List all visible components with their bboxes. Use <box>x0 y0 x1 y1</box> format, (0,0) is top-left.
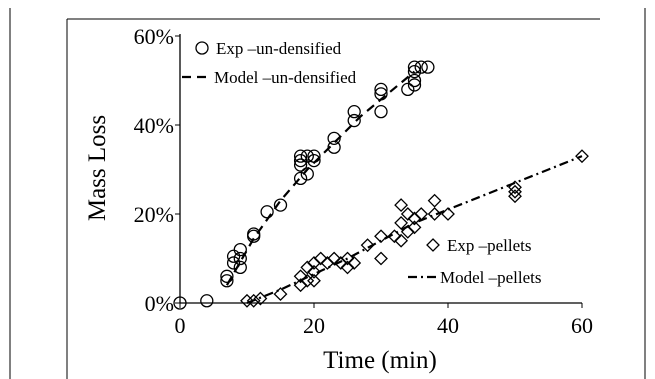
x-tick-label: 60 <box>571 313 593 338</box>
legend-label: Exp –un-densified <box>216 39 342 58</box>
circle-point <box>260 205 274 219</box>
circle-point <box>173 296 187 310</box>
diamond-point <box>427 207 442 221</box>
x-axis-title: Time (min) <box>323 347 437 374</box>
legend-circle-swatch <box>195 41 209 55</box>
circle-point <box>293 149 308 163</box>
circle-point <box>374 82 388 97</box>
diamond-point <box>300 260 315 275</box>
series-3 <box>246 155 583 305</box>
diamond-point <box>307 264 321 279</box>
legend-entry: Model –pellets <box>408 268 542 287</box>
diamond-point <box>441 207 455 221</box>
diamond-point <box>508 189 522 204</box>
circle-point <box>226 249 241 263</box>
circle-point <box>220 274 234 288</box>
diamond-point <box>394 233 409 248</box>
diamond-point <box>374 251 388 266</box>
diamond-point <box>360 238 375 253</box>
circle-point <box>347 105 361 119</box>
diamond-point <box>253 291 268 306</box>
diamond-point <box>240 293 254 308</box>
y-axis-title: Mass Loss <box>84 115 111 221</box>
legend-entry: Model –un-densified <box>182 68 357 87</box>
circle-point <box>401 82 415 97</box>
circle-point <box>200 294 214 308</box>
circle-point <box>407 60 422 74</box>
circle-point <box>233 251 247 266</box>
diamond-point <box>394 198 409 213</box>
diamond-point <box>387 229 402 244</box>
x-tick-label: 0 <box>175 313 186 338</box>
series-line <box>246 155 583 305</box>
circle-point <box>414 60 428 74</box>
diamond-point <box>320 256 335 270</box>
circle-point <box>347 113 361 128</box>
circle-point <box>226 256 241 270</box>
y-tick-label: 60% <box>134 24 174 49</box>
circle-point <box>407 64 422 79</box>
circle-point <box>273 198 288 212</box>
x-tick-label: 40 <box>437 313 459 338</box>
diamond-point <box>508 184 522 199</box>
circle-point <box>374 105 388 119</box>
circle-point <box>293 158 308 172</box>
legend-entry: Exp –un-densified <box>195 39 342 58</box>
circle-point <box>407 73 422 88</box>
circle-point <box>293 171 308 186</box>
axes: 0 20 40 60 0% 20% 40% 60% <box>134 24 593 338</box>
legend-label: Model –pellets <box>440 268 542 287</box>
legend-entry: Exp –pellets <box>426 236 532 255</box>
series-line <box>225 70 416 286</box>
diamond-point <box>400 207 415 221</box>
series-0 <box>173 60 435 310</box>
legend-label: Exp –pellets <box>447 236 532 255</box>
circle-point <box>407 78 422 92</box>
diamond-point <box>427 193 442 208</box>
y-tick-label: 40% <box>134 113 174 138</box>
diamond-point <box>307 256 321 270</box>
circle-point <box>233 260 247 275</box>
series-1 <box>225 70 416 286</box>
y-tick-label: 0% <box>145 291 174 316</box>
legend-label: Model –un-densified <box>214 68 357 87</box>
circle-point <box>307 153 321 168</box>
diamond-point <box>313 251 328 266</box>
diamond-point <box>340 260 355 275</box>
x-tick-label: 20 <box>303 313 325 338</box>
diamond-point <box>374 229 388 244</box>
diamond-point <box>347 256 362 270</box>
diamond-point <box>273 287 288 302</box>
diamond-point <box>293 269 308 284</box>
circle-point <box>233 242 247 257</box>
diamond-point <box>407 220 422 235</box>
diamond-point <box>575 149 589 164</box>
legend-diamond-swatch <box>426 238 440 252</box>
circle-point <box>421 60 435 74</box>
circle-point <box>293 153 308 168</box>
data-marks <box>173 60 589 310</box>
circle-point <box>220 269 234 283</box>
legend: Exp –un-densified Model –un-densified Exp … <box>182 39 542 287</box>
y-tick-label: 20% <box>134 202 174 227</box>
circle-point <box>300 149 314 163</box>
diamond-point <box>246 293 261 308</box>
diamond-point <box>307 273 321 288</box>
